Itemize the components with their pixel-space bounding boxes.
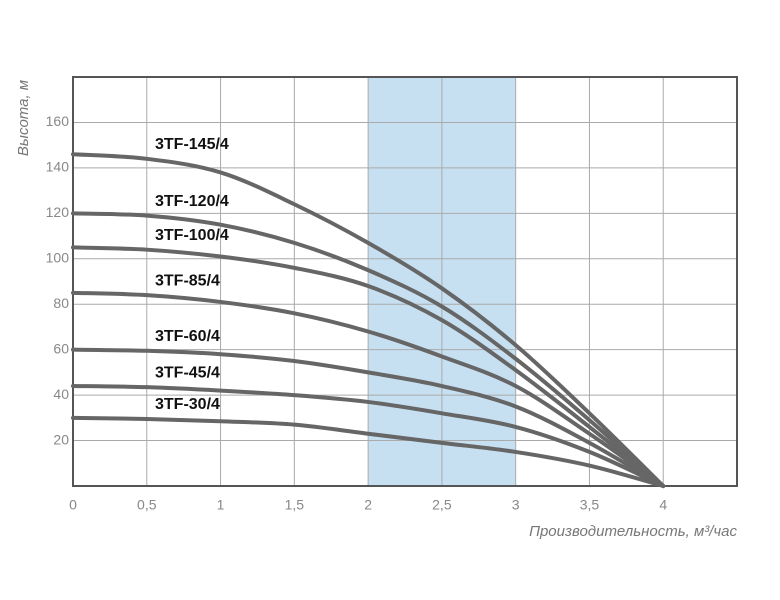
y-tick-label: 120 [46, 204, 70, 220]
y-tick-label: 40 [53, 386, 69, 402]
series-label: 3TF-30/4 [155, 396, 220, 413]
y-axis-label: Высота, м [15, 80, 32, 156]
pump-curve [71, 347, 666, 488]
y-tick-label: 140 [46, 159, 70, 175]
x-tick-label: 0,5 [137, 497, 157, 513]
x-tick-label: 1 [217, 497, 225, 513]
series-label: 3TF-85/4 [155, 272, 220, 289]
x-tick-label: 0 [69, 497, 77, 513]
pump-curve [71, 211, 666, 488]
x-tick-label: 3,5 [580, 497, 600, 513]
plot-frame [72, 76, 738, 487]
y-tick-label: 60 [53, 340, 69, 356]
x-tick-label: 3 [512, 497, 520, 513]
pump-curve [71, 384, 666, 488]
y-tick-label: 80 [53, 295, 69, 311]
series-label: 3TF-145/4 [155, 136, 229, 153]
y-tick-label: 160 [46, 113, 70, 129]
x-tick-label: 2,5 [432, 497, 452, 513]
x-tick-label: 1,5 [285, 497, 305, 513]
pump-curve [71, 245, 666, 488]
pump-curve [71, 152, 666, 488]
series-label: 3TF-60/4 [155, 328, 220, 345]
pump-curve [71, 290, 666, 488]
x-tick-label: 4 [659, 497, 667, 513]
x-axis-label: Производительность, м³/час [529, 523, 737, 540]
pump-curve [71, 415, 666, 488]
x-tick-label: 2 [364, 497, 372, 513]
series-label: 3TF-45/4 [155, 364, 220, 381]
series-label: 3TF-120/4 [155, 193, 229, 210]
series-label: 3TF-100/4 [155, 227, 229, 244]
y-tick-label: 20 [53, 431, 69, 447]
y-tick-label: 100 [46, 249, 70, 265]
